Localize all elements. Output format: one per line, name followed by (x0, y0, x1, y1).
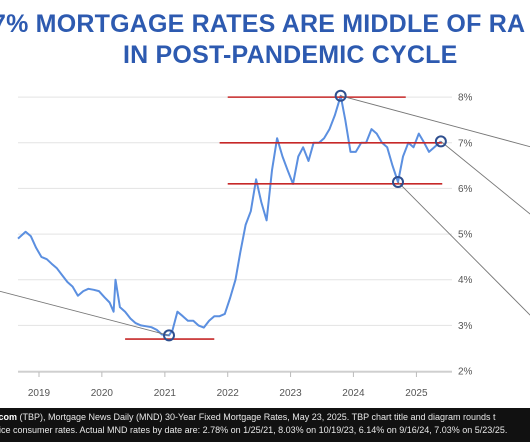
y-tick-label: 7% (458, 138, 473, 149)
callout-connector (340, 95, 530, 148)
y-tick-label: 5% (458, 230, 473, 241)
highlight-circle (334, 89, 347, 102)
x-tick-label: 2021 (154, 388, 177, 399)
source-footer: .com (TBP), Mortgage News Daily (MND) 30… (0, 408, 530, 442)
y-tick-label: 8% (458, 93, 473, 104)
y-tick-label: 2% (458, 367, 473, 378)
source-line-2: rice consumer rates. Actual MND rates by… (0, 425, 508, 435)
highlight-circle (392, 176, 405, 189)
highlight-circle (163, 329, 176, 342)
y-tick-label: 6% (458, 184, 473, 195)
callout-connector (397, 181, 530, 316)
x-tick-label: 2023 (279, 388, 302, 399)
rate-series-line (17, 94, 442, 337)
y-tick-label: 3% (458, 321, 473, 332)
source-prefix: .com (0, 412, 18, 422)
source-line-1: .com (TBP), Mortgage News Daily (MND) 30… (0, 411, 530, 424)
y-tick-label: 4% (458, 275, 473, 286)
x-tick-label: 2022 (217, 388, 240, 399)
chart-title-line-2: IN POST-PANDEMIC CYCLE (123, 41, 458, 69)
callout-connector (440, 141, 530, 215)
x-tick-label: 2019 (28, 388, 51, 399)
chart-title-line-1: 7% MORTGAGE RATES ARE MIDDLE OF RA (0, 10, 526, 38)
x-tick-label: 2020 (91, 388, 114, 399)
callout-connector (0, 290, 170, 336)
x-tick-label: 2025 (405, 388, 428, 399)
x-tick-label: 2024 (342, 388, 365, 399)
mortgage-rate-chart: 2% 3% 4% 5% 6% 7% 8% 2019 2020 2021 2022 2023 2024 20… (0, 89, 530, 399)
highlight-circle (434, 135, 447, 148)
source-text-1: (TBP), Mortgage News Daily (MND) 30-Year… (17, 412, 496, 422)
